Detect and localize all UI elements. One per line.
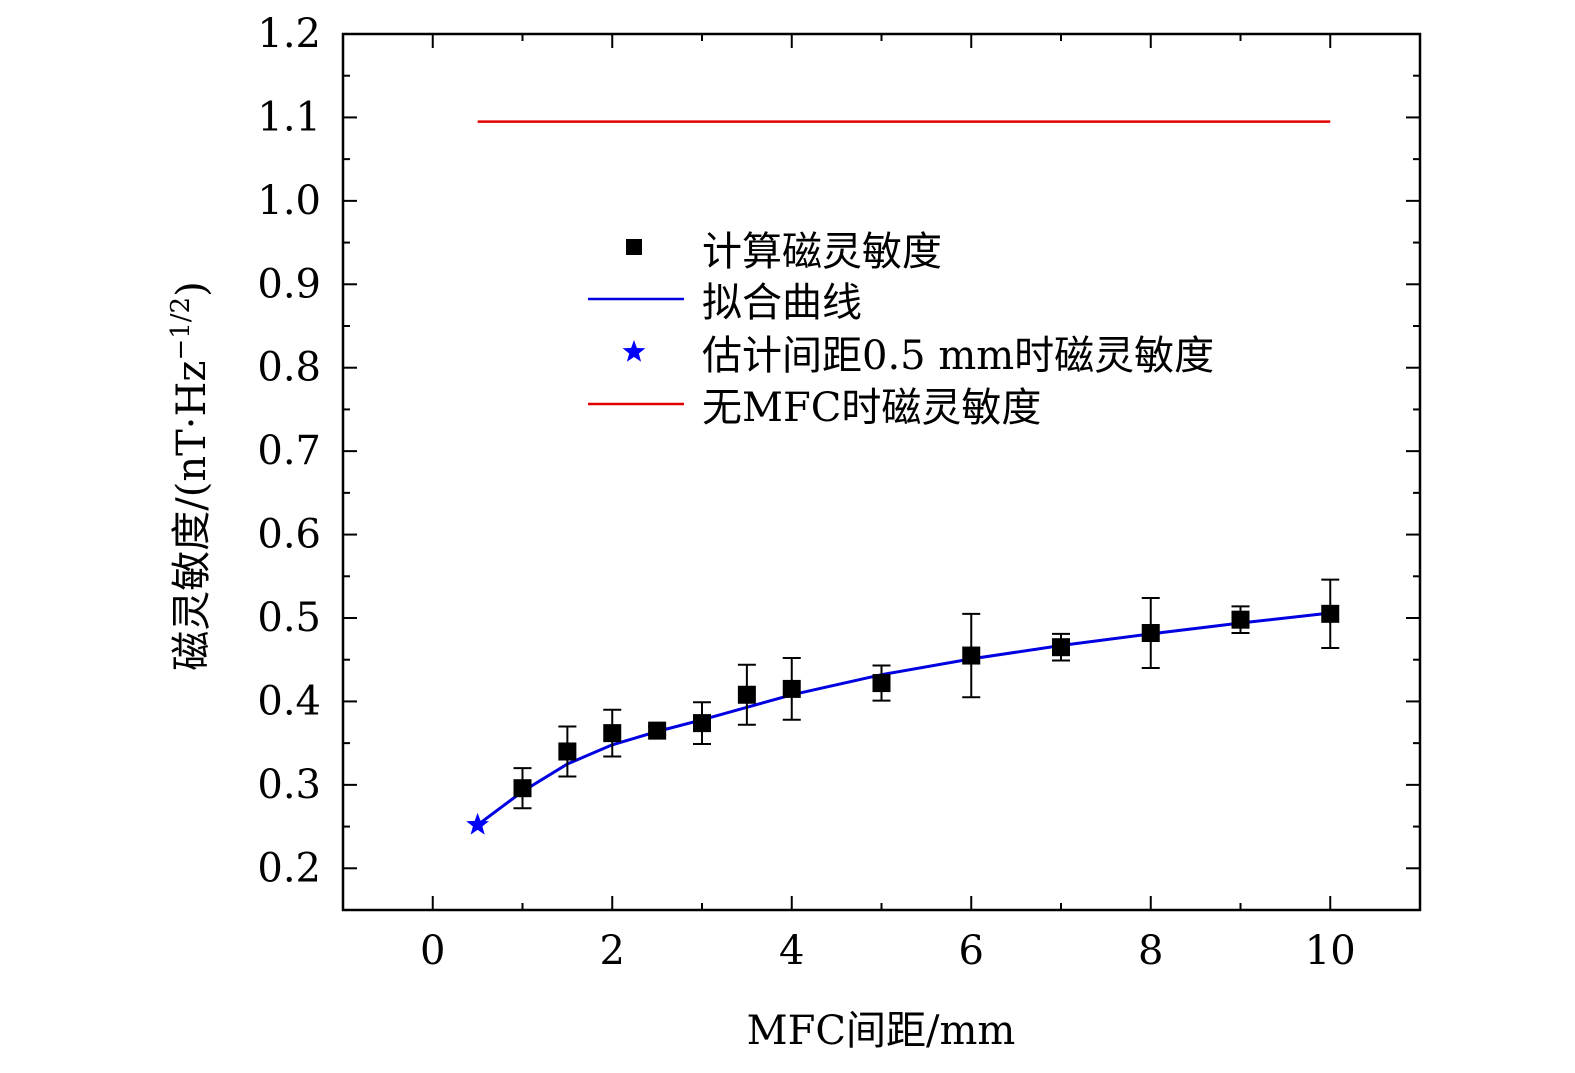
y-tick-label: 1.1	[257, 94, 321, 140]
y-tick-label: 0.8	[257, 345, 321, 391]
data-point	[737, 685, 756, 704]
axis-tick-labels: 0 2 4 6 8 10 0.2 0.3 0.4 0.5 0.6 0.7 0.8 0.9 1.0 1.1 1.2	[257, 11, 1355, 974]
y-tick-label: 1.0	[257, 178, 321, 224]
legend-label-no-mfc: 无MFC时磁灵敏度	[702, 385, 1041, 431]
y-tick-label: 0.7	[257, 428, 321, 474]
data-point	[648, 721, 667, 740]
y-tick-label: 0.4	[257, 678, 321, 724]
x-tick-label: 0	[420, 928, 445, 974]
data-point	[1321, 604, 1340, 623]
y-tick-label: 0.3	[257, 762, 321, 808]
y-tick-label: 0.9	[257, 261, 321, 307]
data-point	[782, 679, 801, 698]
y-tick-label: 1.2	[257, 11, 321, 57]
y-tick-label: 0.5	[257, 595, 321, 641]
data-point	[872, 674, 891, 693]
data-point	[1141, 624, 1160, 643]
legend-label-calculated: 计算磁灵敏度	[702, 229, 942, 275]
error-bars	[513, 578, 1340, 810]
data-point	[513, 779, 532, 798]
estimate-star-marker	[466, 812, 489, 835]
y-axis-title-exponent: −1/2	[166, 297, 196, 361]
x-tick-label: 6	[959, 928, 984, 974]
y-axis-title-close: )	[169, 281, 215, 297]
axis-ticks	[342, 33, 1421, 910]
y-axis-title: 磁灵敏度/(nT·Hz−1/2)	[166, 281, 215, 670]
legend-label-estimate: 估计间距0.5 mm时磁灵敏度	[702, 333, 1214, 379]
y-axis-title-main: 磁灵敏度/(nT·Hz	[169, 361, 215, 671]
data-point	[603, 724, 622, 743]
data-point	[1231, 610, 1250, 629]
legend-square-marker	[626, 239, 642, 255]
data-point	[558, 742, 577, 761]
x-axis-title: MFC间距/mm	[747, 1008, 1016, 1054]
x-tick-label: 8	[1138, 928, 1163, 974]
data-point	[1052, 638, 1070, 657]
legend-star-marker	[622, 340, 646, 362]
x-tick-label: 4	[779, 928, 804, 974]
data-point	[962, 646, 981, 665]
x-tick-label: 2	[600, 928, 625, 974]
legend: 计算磁灵敏度 拟合曲线 估计间距0.5 mm时磁灵敏度 无MFC时磁灵敏度	[588, 229, 1214, 431]
calculated-points	[513, 604, 1340, 798]
fit-curve	[476, 611, 1331, 827]
plot-frame	[341, 32, 1422, 912]
y-tick-label: 0.6	[257, 512, 321, 558]
legend-label-fit: 拟合曲线	[702, 280, 862, 326]
data-point	[693, 714, 711, 733]
y-tick-label: 0.2	[257, 845, 321, 891]
x-tick-label: 10	[1305, 928, 1356, 974]
